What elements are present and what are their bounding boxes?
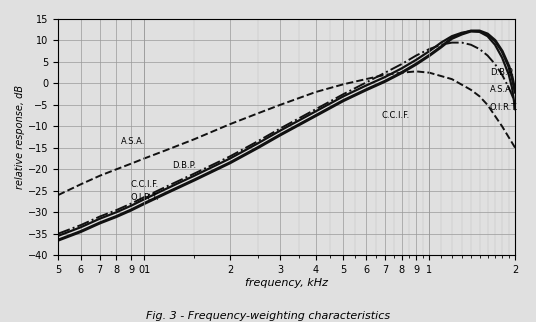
Text: A.S.A.: A.S.A. [490, 85, 514, 94]
X-axis label: frequency, kHz: frequency, kHz [245, 278, 328, 288]
Text: A.S.A.: A.S.A. [121, 137, 145, 146]
Text: Fig. 3 - Frequency-weighting characteristics: Fig. 3 - Frequency-weighting characteris… [146, 311, 390, 321]
Text: O.I.R.T.: O.I.R.T. [490, 102, 519, 111]
Text: O.I.R.T.: O.I.R.T. [131, 193, 160, 202]
Text: D.B.P.: D.B.P. [172, 160, 196, 169]
Text: C.C.I.F.: C.C.I.F. [382, 111, 410, 120]
Text: C.C.I.F.: C.C.I.F. [131, 180, 159, 189]
Text: D.B.P.: D.B.P. [490, 68, 514, 77]
Y-axis label: relative response, dB: relative response, dB [15, 85, 25, 189]
